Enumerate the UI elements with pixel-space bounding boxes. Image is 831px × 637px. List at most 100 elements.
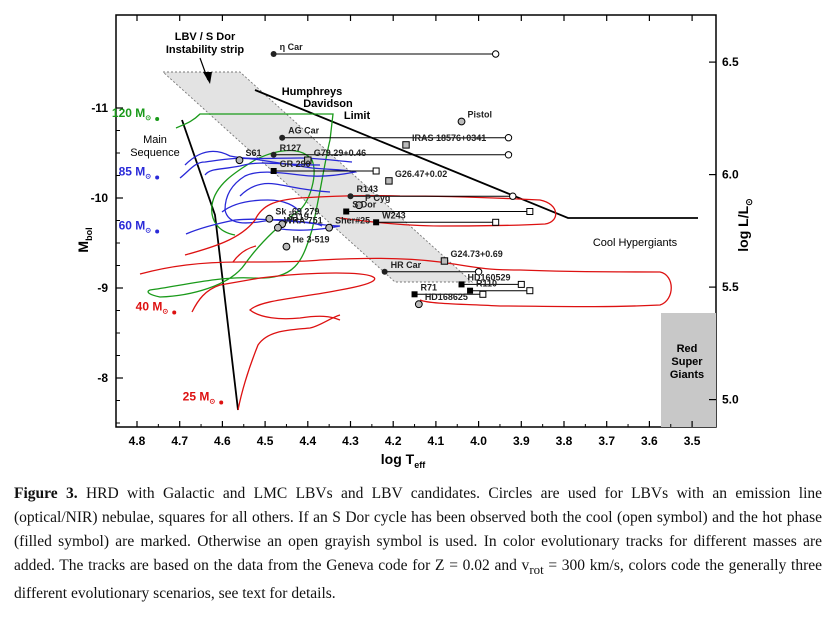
instability-strip [161, 71, 474, 283]
strip-label-2: Instability strip [166, 44, 245, 56]
open-circle [474, 268, 483, 276]
filled-circle [381, 268, 388, 275]
star-label: S119 [288, 212, 309, 222]
star-label: R110 [476, 279, 497, 289]
gray-square [385, 177, 393, 185]
mass-label: 85 M⊙ [119, 165, 152, 181]
gray-square [440, 257, 449, 265]
open-square [526, 287, 534, 295]
x-tick-label: 4.0 [470, 434, 487, 448]
caption-text-end: = 300 km/s, colors code the generally th… [14, 557, 822, 603]
rsg-label-2: Super [671, 356, 703, 368]
star-label: R71 [421, 282, 438, 292]
star-label: S61 [245, 148, 261, 158]
filled-circle [270, 151, 277, 158]
star-label: P Cyg [365, 193, 390, 203]
gray-square [304, 156, 312, 164]
star-label: R143 [357, 184, 379, 194]
mass-label: 60 M⊙ [119, 219, 152, 235]
star-label: HD168625 [425, 292, 468, 302]
open-circle [491, 50, 500, 58]
x-tick-label: 4.5 [257, 434, 274, 448]
rsg-label-3: Giants [670, 369, 704, 381]
filled-square [458, 281, 465, 288]
gray-circle [457, 117, 466, 126]
x-axis-title: log Teff [381, 451, 426, 470]
y-left-title: Mbol [75, 227, 94, 252]
hrd-figure: Red Super Giants 4.8 4.7 4.6 4.5 4.4 4.3 4.2 4.… [75, 14, 754, 470]
x-tick-label: 4.2 [385, 434, 402, 448]
mass-label: 25 M⊙ [183, 390, 216, 406]
strip-label-1: LBV / S Dor [175, 31, 236, 43]
star-label: IRAS 18576+0341 [412, 133, 486, 143]
mass-dot [219, 400, 224, 405]
star-label: Sk -69 279 [275, 207, 319, 217]
main-sequence-line [181, 119, 239, 411]
mass-dot [155, 117, 160, 121]
hd-label-3: Limit [344, 110, 371, 122]
strip-arrow-head [203, 72, 212, 84]
open-circle [509, 192, 517, 200]
open-square [479, 290, 487, 298]
open-circle [504, 134, 513, 142]
x-tick-label: 3.7 [598, 434, 615, 448]
gray-circle [265, 214, 274, 223]
star-label: Sher#25 [335, 216, 370, 226]
gray-circle [325, 223, 334, 232]
y-left-tick-label: -9 [97, 281, 108, 295]
filled-square [373, 219, 380, 226]
gray-circle [282, 242, 291, 251]
star-symbols: η Car Pistol AG Car IRAS 18576+0341 R127 S61 G… [235, 42, 534, 309]
y-right-tick-label: 5.5 [722, 280, 739, 294]
y-left-tick-label: -8 [97, 371, 108, 385]
gray-circle [235, 156, 244, 165]
caption-vrot-sub: rot [529, 562, 544, 578]
gray-circle [355, 201, 363, 210]
open-square [517, 280, 525, 288]
y-right-tick-label: 6.0 [722, 168, 739, 182]
y-right-tick-label: 5.0 [722, 393, 739, 407]
caption-label: Figure 3. [14, 485, 78, 502]
star-label: G26.47+0.02 [395, 169, 447, 179]
star-label: G24.73+0.69 [450, 249, 502, 259]
x-tick-label: 4.4 [299, 434, 316, 448]
track-120 [147, 113, 334, 298]
star-label: Pistol [468, 110, 493, 120]
ms-label-1: Main [143, 134, 167, 146]
mass-label: 40 M⊙ [136, 300, 169, 316]
star-label: GR 290 [280, 159, 311, 169]
x-tick-label: 4.6 [214, 434, 231, 448]
star-label: R127 [280, 143, 302, 153]
star-label: S Dor [352, 200, 377, 210]
mass-label: 120 M⊙ [112, 106, 151, 122]
filled-square [343, 208, 350, 215]
y-left-tick-label: -11 [91, 101, 108, 115]
y-right-tick-label: 6.5 [722, 55, 739, 69]
open-circle [504, 151, 513, 159]
filled-square [411, 291, 418, 298]
hd-limit-line [254, 89, 698, 219]
y-right-title: log L/L⊙ [735, 198, 754, 251]
y-left-tick-label: -10 [91, 191, 109, 205]
rsg-region [661, 313, 716, 427]
star-label: η Car [280, 42, 304, 52]
filled-square [467, 287, 474, 294]
filled-circle [279, 134, 286, 141]
x-tick-label: 4.8 [129, 434, 146, 448]
open-square [526, 208, 534, 215]
hd-label-2: Davidson [303, 98, 353, 110]
x-tick-label: 3.5 [684, 434, 701, 448]
star-label: WRA 751 [284, 216, 323, 226]
cool-hypergiants-label: Cool Hypergiants [593, 237, 678, 249]
x-tick-label: 4.3 [342, 434, 359, 448]
mass-labels: 120 M⊙ 85 M⊙ 60 M⊙ 40 M⊙ 25 M⊙ [112, 106, 224, 406]
caption-text: HRD with Galactic and LMC LBVs and LBV c… [14, 485, 823, 574]
track-40 [139, 194, 672, 321]
x-tick-label: 3.6 [641, 434, 658, 448]
star-label: HD160529 [468, 272, 511, 282]
x-tick-label: 4.7 [171, 434, 188, 448]
gray-circle [274, 223, 282, 232]
x-tick-label: 3.9 [513, 434, 530, 448]
star-label: W243 [382, 210, 406, 220]
open-square [372, 167, 380, 175]
